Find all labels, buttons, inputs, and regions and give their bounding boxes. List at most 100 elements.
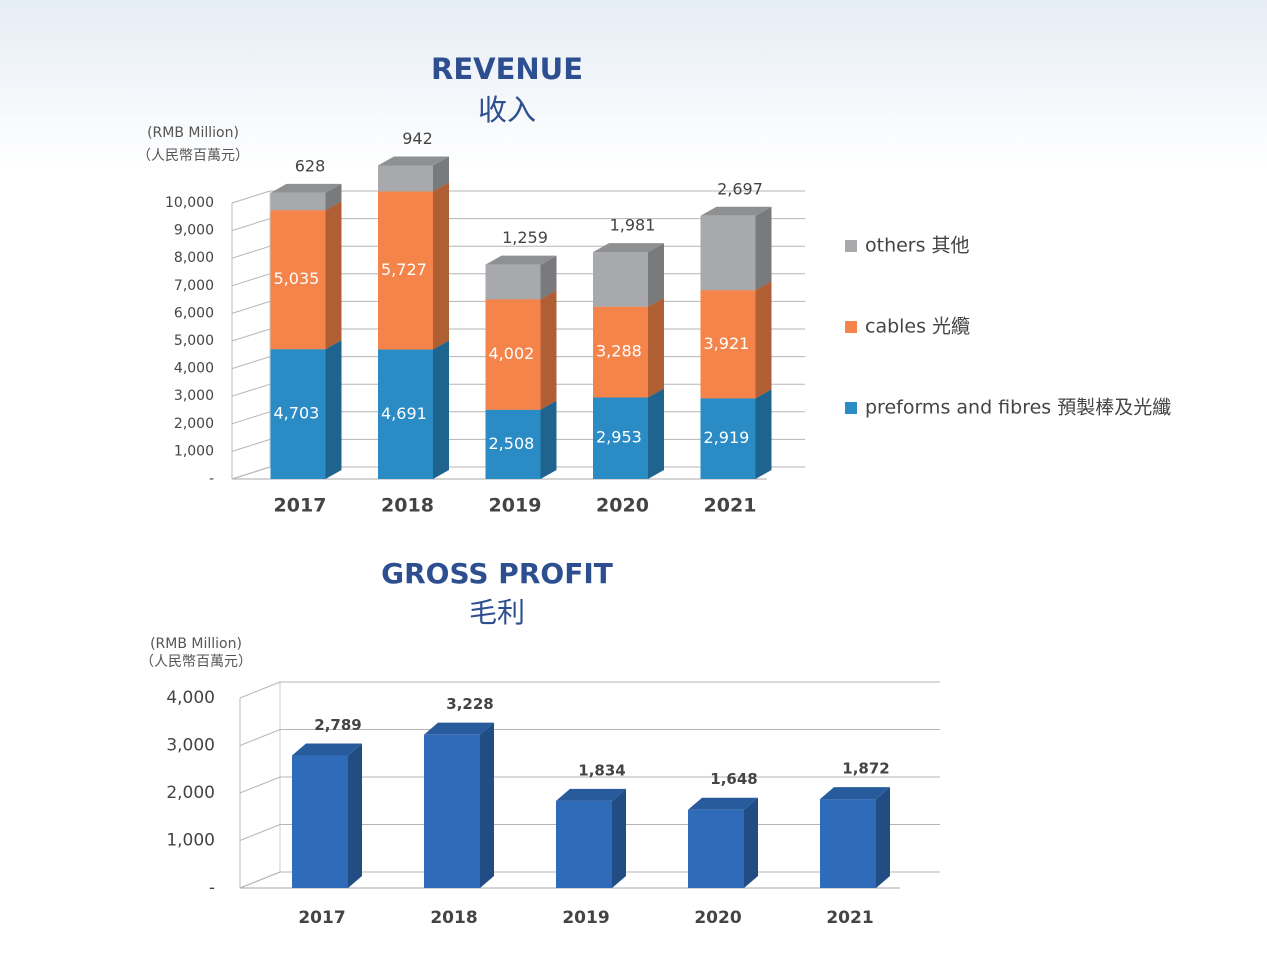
unit-label: (RMB Million) xyxy=(147,125,239,141)
y-tick-label: 5,000 xyxy=(174,333,214,349)
value-label: 5,035 xyxy=(274,269,320,288)
y-tick-label: 8,000 xyxy=(174,250,214,266)
bar-segment xyxy=(700,290,756,399)
x-tick-label: 2018 xyxy=(381,495,434,517)
bar-segment-side xyxy=(540,290,557,410)
chart-title: REVENUE xyxy=(431,52,583,86)
bar-segment-side xyxy=(433,156,449,192)
legend-label: cables 光纜 xyxy=(865,316,970,338)
bar-segment-top xyxy=(700,206,772,216)
legend-label: others 其他 xyxy=(865,235,970,257)
value-label: 942 xyxy=(402,129,433,148)
y-tick-label: 6,000 xyxy=(174,305,214,321)
bar-top xyxy=(424,722,494,735)
x-tick-label: 2021 xyxy=(826,908,873,928)
bar-segment-side xyxy=(433,182,449,350)
y-tick-label: 1,000 xyxy=(166,831,215,851)
bar-segment xyxy=(378,165,433,192)
bar-segment-side xyxy=(755,389,772,479)
legend-swatch xyxy=(845,240,857,252)
legend-swatch xyxy=(845,321,857,333)
bar-segment xyxy=(700,398,756,479)
chart-title: GROSS PROFIT xyxy=(381,557,613,590)
bar-segment xyxy=(700,215,756,291)
bar-segment-side xyxy=(325,183,342,211)
x-tick-label: 2021 xyxy=(704,495,757,517)
bar-segment-top xyxy=(270,183,342,193)
value-label: 3,288 xyxy=(596,342,642,361)
bar-segment-side xyxy=(325,340,342,479)
bar-segment xyxy=(485,264,541,300)
value-label: 1,872 xyxy=(842,760,889,778)
value-label: 2,919 xyxy=(704,428,750,447)
y-tick-label: 10,000 xyxy=(165,195,214,211)
legend-label: preforms and fibres 預製棒及光纖 xyxy=(865,397,1171,419)
value-label: 4,002 xyxy=(489,344,535,363)
bar-top xyxy=(292,743,362,756)
grid-line xyxy=(231,190,805,204)
value-label: 2,697 xyxy=(717,179,763,198)
value-label: 4,703 xyxy=(274,404,320,423)
y-tick-label: 3,000 xyxy=(166,736,215,756)
y-tick-label: 4,000 xyxy=(166,688,215,708)
y-tick-label: 3,000 xyxy=(174,388,214,404)
grid-line xyxy=(239,776,940,794)
value-label: 628 xyxy=(295,156,326,175)
bar-segment xyxy=(270,192,326,211)
bar xyxy=(424,734,480,888)
bar-top xyxy=(688,797,758,810)
chart-subtitle: 收入 xyxy=(478,93,536,127)
x-tick-label: 2017 xyxy=(298,908,345,928)
bar-segment-side xyxy=(540,400,557,479)
y-tick-label: 2,000 xyxy=(166,783,215,803)
x-tick-label: 2020 xyxy=(596,495,649,517)
x-tick-label: 2019 xyxy=(562,908,609,928)
unit-label: （人民幣百萬元） xyxy=(137,148,249,164)
unit-label: (RMB Million) xyxy=(150,636,242,652)
bar-segment xyxy=(593,306,648,398)
bar-segment-side xyxy=(433,340,449,479)
grid-line xyxy=(239,729,940,746)
x-tick-label: 2018 xyxy=(430,908,477,928)
y-tick-label: 1,000 xyxy=(174,443,214,459)
bar-segment xyxy=(378,191,433,350)
legend-swatch xyxy=(845,402,857,414)
bar-segment xyxy=(485,299,541,410)
bar-segment xyxy=(593,252,648,307)
chart-subtitle: 毛利 xyxy=(469,596,525,629)
unit-label: （人民幣百萬元） xyxy=(140,654,252,670)
bar-segment-side xyxy=(755,206,772,291)
grid-line xyxy=(231,218,805,232)
bar-side xyxy=(876,787,890,888)
bar xyxy=(292,755,348,888)
bar-side xyxy=(348,743,362,888)
grid-line xyxy=(239,681,940,699)
x-tick-label: 2017 xyxy=(274,495,327,517)
value-label: 1,259 xyxy=(502,228,548,247)
x-tick-label: 2019 xyxy=(489,495,542,517)
bar-segment xyxy=(378,349,433,479)
value-label: 1,981 xyxy=(610,216,656,235)
bar-segment xyxy=(593,397,648,479)
bar-side xyxy=(480,722,494,888)
y-tick-label: - xyxy=(209,471,214,487)
y-tick-label: 9,000 xyxy=(174,223,214,239)
bar-segment-side xyxy=(540,255,557,300)
value-label: 1,834 xyxy=(578,761,625,779)
bar-segment xyxy=(270,210,326,350)
value-label: 3,228 xyxy=(446,695,493,713)
y-tick-label: 7,000 xyxy=(174,278,214,294)
bar-segment-side xyxy=(325,201,342,350)
value-label: 1,648 xyxy=(710,770,757,788)
bar-segment-top xyxy=(485,255,557,265)
bar-segment-side xyxy=(648,388,664,479)
value-label: 3,921 xyxy=(704,334,750,353)
value-label: 5,727 xyxy=(381,260,427,279)
bar xyxy=(688,809,744,888)
y-tick-label: - xyxy=(209,878,215,898)
bar-top xyxy=(820,787,890,800)
bar-segment xyxy=(270,349,326,479)
bar-top xyxy=(556,788,626,801)
bar-segment-side xyxy=(755,281,772,399)
value-label: 2,508 xyxy=(489,434,535,453)
